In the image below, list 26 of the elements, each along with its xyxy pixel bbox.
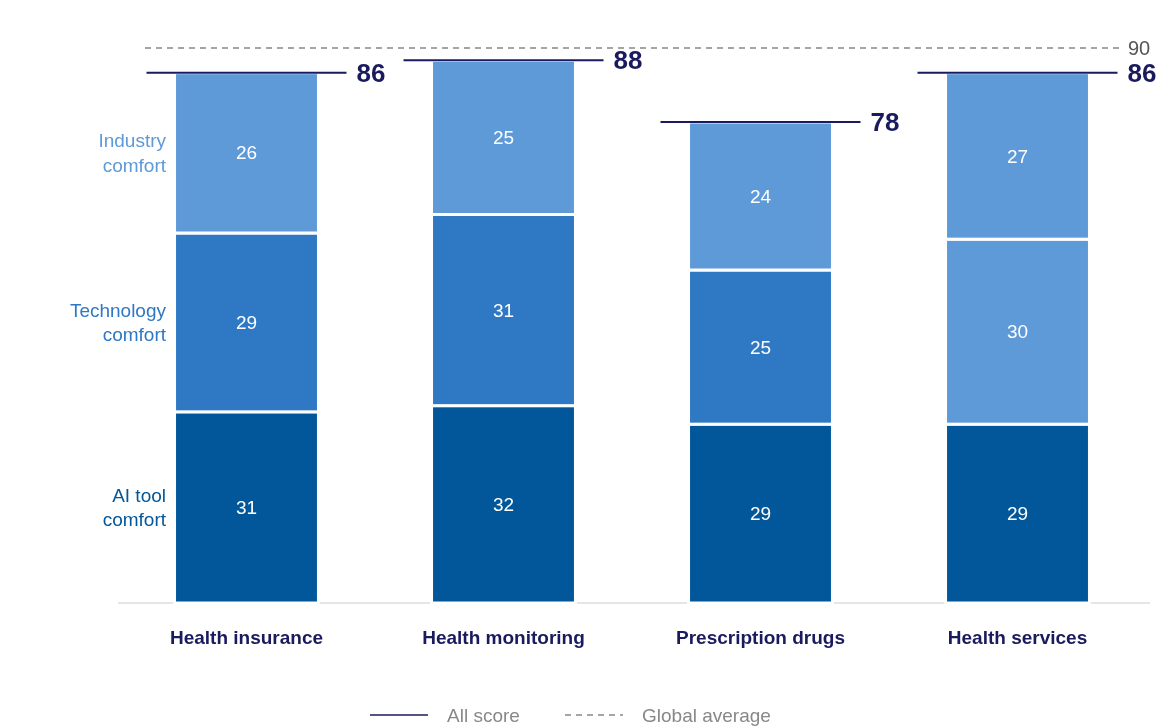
data-label: 27 (1006, 145, 1029, 167)
data-label: 29 (235, 312, 258, 334)
text: All score (447, 704, 520, 726)
total-label: 78 (870, 107, 900, 138)
x-tick-label: Health monitoring (422, 627, 585, 648)
x-tick-label: Prescription drugs (676, 627, 845, 648)
text: Global average (642, 704, 771, 726)
data-label: 25 (749, 336, 772, 358)
data-label: 31 (235, 497, 258, 519)
data-label: 26 (235, 142, 258, 164)
total-label: 88 (613, 45, 643, 76)
series-label: Technology comfort (69, 299, 167, 346)
data-label: 24 (749, 185, 772, 207)
total-label: 86 (1127, 57, 1157, 88)
data-label: 31 (492, 299, 515, 321)
ref-line-label: 90 (1128, 37, 1151, 59)
data-label: 30 (1006, 321, 1029, 343)
data-label: 25 (492, 127, 515, 149)
x-tick-label: Health services (947, 627, 1088, 648)
data-label: 29 (1006, 503, 1029, 525)
data-label: 32 (492, 493, 515, 515)
series-label: AI tool comfort (102, 484, 167, 531)
series-label: Industry comfort (98, 130, 167, 176)
data-label: 29 (749, 503, 772, 525)
total-label: 86 (356, 57, 386, 88)
x-tick-label: Health insurance (169, 627, 324, 648)
